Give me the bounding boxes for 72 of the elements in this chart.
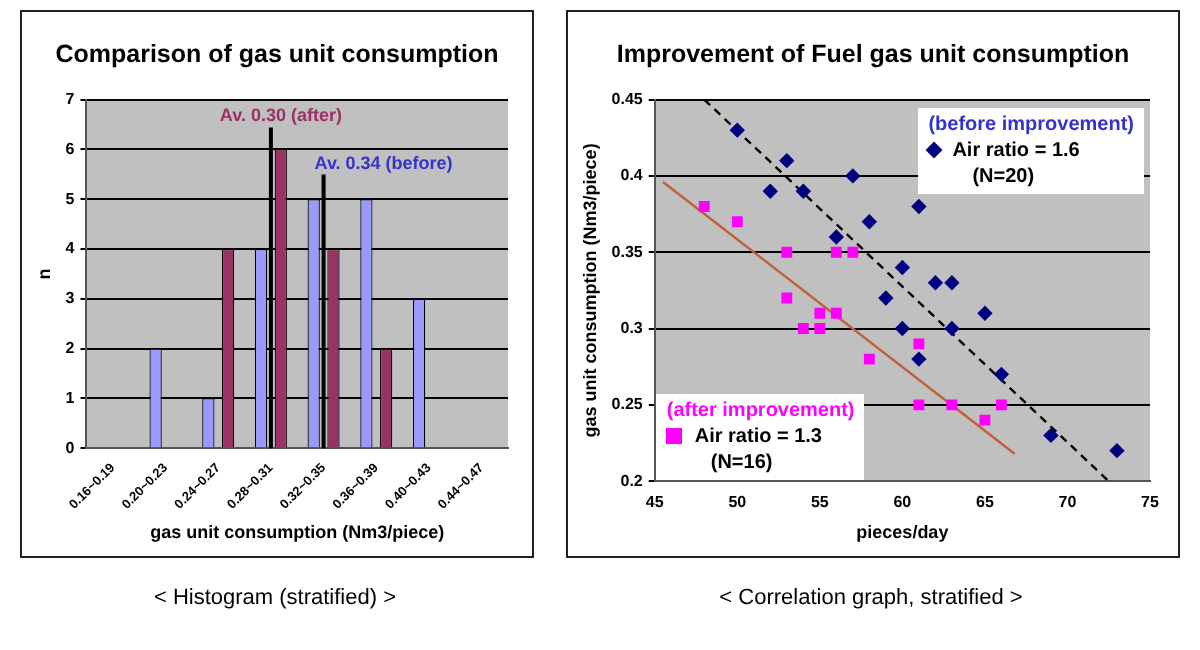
y-tick-label: 0.45 bbox=[611, 90, 644, 109]
x-tick-label: 60 bbox=[893, 493, 913, 512]
annotation: (N=16) bbox=[708, 449, 775, 476]
x-tick-label: 65 bbox=[976, 493, 995, 512]
point bbox=[781, 292, 793, 304]
y-tick-label: 2 bbox=[65, 339, 76, 358]
point bbox=[913, 399, 925, 411]
point bbox=[796, 183, 811, 199]
point bbox=[895, 260, 910, 275]
y-tick-label: 6 bbox=[65, 139, 76, 158]
x-tick-label: 55 bbox=[810, 493, 830, 512]
point bbox=[781, 246, 793, 258]
annotation: (before improvement) bbox=[928, 111, 1134, 138]
point bbox=[1109, 443, 1125, 458]
y-tick-label: 0.4 bbox=[620, 166, 644, 185]
y-tick-label: 0.35 bbox=[611, 242, 644, 261]
point bbox=[731, 216, 743, 228]
x-tick-label: 50 bbox=[728, 493, 748, 512]
legend-label: Air ratio = 1.3 bbox=[692, 423, 824, 450]
legend-label: Air ratio = 1.6 bbox=[950, 137, 1082, 164]
y-tick-label: 0.25 bbox=[611, 395, 644, 414]
point bbox=[829, 229, 844, 245]
point bbox=[944, 321, 960, 336]
x-tick-label: 70 bbox=[1058, 493, 1078, 512]
point bbox=[946, 399, 958, 411]
point bbox=[862, 214, 877, 229]
point bbox=[944, 275, 960, 290]
point bbox=[979, 414, 991, 426]
y-tick-label: 0 bbox=[65, 438, 76, 457]
y-axis-title: n bbox=[33, 268, 54, 280]
point bbox=[845, 168, 861, 184]
point bbox=[878, 290, 894, 306]
annotation: (after improvement) bbox=[666, 397, 855, 424]
x-tick-label: 45 bbox=[645, 493, 665, 512]
ref-line-label: Av. 0.30 (after) bbox=[219, 105, 342, 126]
y-tick-label: 7 bbox=[65, 90, 76, 109]
point bbox=[911, 199, 927, 214]
annotation: (N=20) bbox=[970, 163, 1037, 190]
point bbox=[928, 275, 943, 290]
point bbox=[814, 323, 826, 334]
ref-line-label: Av. 0.34 (before) bbox=[314, 152, 453, 173]
point bbox=[994, 367, 1009, 382]
point bbox=[995, 399, 1007, 411]
point bbox=[797, 323, 809, 334]
point bbox=[847, 246, 859, 258]
point bbox=[779, 153, 795, 168]
point bbox=[863, 353, 875, 365]
point bbox=[763, 183, 778, 199]
point bbox=[977, 306, 993, 321]
chart-title: Improvement of Fuel gas unit consumption bbox=[614, 40, 1132, 68]
text: < Histogram (stratified) > bbox=[151, 586, 399, 610]
y-tick-label: 0.3 bbox=[620, 318, 644, 337]
y-axis-title: gas unit consumption (Nm3/piece) bbox=[579, 143, 600, 438]
point bbox=[730, 122, 745, 138]
point bbox=[814, 307, 826, 319]
point bbox=[1043, 428, 1059, 443]
y-tick-label: 1 bbox=[65, 388, 76, 407]
point bbox=[830, 307, 842, 319]
x-axis-title: gas unit consumption (Nm3/piece) bbox=[150, 522, 445, 543]
x-axis-title: pieces/day bbox=[856, 522, 949, 543]
point bbox=[830, 246, 842, 258]
y-tick-label: 4 bbox=[65, 239, 76, 258]
y-tick-label: 3 bbox=[65, 289, 76, 308]
x-tick-label: 75 bbox=[1141, 493, 1160, 512]
point bbox=[698, 201, 710, 212]
y-tick-label: 5 bbox=[65, 189, 76, 208]
point bbox=[911, 351, 927, 367]
point bbox=[895, 321, 910, 336]
text: < Correlation graph, stratified > bbox=[717, 586, 1025, 610]
chart-title: Comparison of gas unit consumption bbox=[53, 40, 501, 68]
point bbox=[913, 338, 925, 350]
y-tick-label: 0.2 bbox=[620, 471, 644, 490]
